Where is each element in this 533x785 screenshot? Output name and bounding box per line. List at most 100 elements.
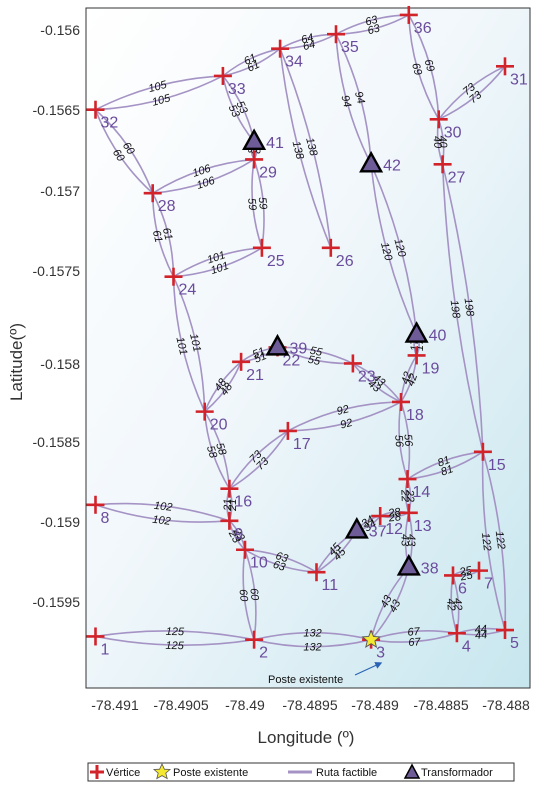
vertex-25: 25 <box>252 238 285 270</box>
vertex-label: 14 <box>413 484 431 501</box>
y-tick-label: -0.1585 <box>33 434 81 450</box>
transformer-38 <box>396 553 421 576</box>
route-edge-21-20 <box>204 361 242 413</box>
vertex-2: 2 <box>245 630 268 662</box>
y-tick-label: -0.158 <box>40 356 80 372</box>
route-edge-36-30 <box>408 14 440 120</box>
route-weight-label: 58 <box>204 444 219 460</box>
route-weight-label: 42 <box>451 598 464 611</box>
route-edge-30-31 <box>438 65 506 120</box>
route-weight-label: 43 <box>399 534 411 547</box>
legend-route-label: Ruta factible <box>316 767 377 779</box>
route-weight-label: 106 <box>191 162 213 179</box>
x-axis: -78.491 -78.4905 -78.49 -78.4895 -78.489… <box>91 697 530 713</box>
route-weight-label: 43 <box>405 534 417 547</box>
vertex-label: 33 <box>228 81 246 98</box>
route-edge-28-29 <box>152 158 255 194</box>
annotation-arrow <box>354 662 383 676</box>
route-weight-label: 102 <box>152 514 172 528</box>
route-edge-32-33 <box>95 75 223 111</box>
route-weight-label: 61 <box>245 59 261 75</box>
x-tick-label: -78.49 <box>225 697 265 713</box>
vertex-label: 30 <box>444 124 462 141</box>
route-weight-label: 105 <box>147 79 169 96</box>
vertex-label: 22 <box>283 352 301 369</box>
vertex-27: 27 <box>433 155 466 186</box>
route-edge-24-25 <box>173 247 263 278</box>
route-weight-label: 92 <box>336 403 351 418</box>
transformers-layer: 37 38 39 40 41 42 <box>242 128 446 577</box>
vertex-24: 24 <box>164 267 196 299</box>
x-tick-label: -78.488 <box>482 697 530 713</box>
transformer-37 <box>344 516 369 539</box>
vertex-4: 4 <box>447 624 471 655</box>
route-weight-label: 56 <box>401 434 414 448</box>
x-tick-label: -78.4905 <box>153 697 208 713</box>
route-edge-20-24 <box>172 276 206 412</box>
transformer-label: 39 <box>290 340 308 357</box>
vertex-label: 28 <box>158 198 176 215</box>
route-weight-label: 61 <box>160 227 175 242</box>
vertex-33: 33 <box>213 66 246 98</box>
route-weight-label: 56 <box>392 434 405 448</box>
vertex-17: 17 <box>278 421 311 453</box>
vertex-5: 5 <box>496 621 519 652</box>
transformer-label: 38 <box>421 560 439 577</box>
route-weight-label: 23 <box>225 528 242 546</box>
x-tick-label: -78.491 <box>91 697 139 713</box>
y-axis: -0.156 -0.1565 -0.157 -0.1575 -0.158 -0.… <box>33 22 81 610</box>
route-weight-label: 40 <box>430 136 443 150</box>
route-weight-label: 42 <box>405 372 420 387</box>
vertex-label: 6 <box>458 580 467 597</box>
vertex-6: 6 <box>444 566 467 597</box>
vertex-label: 35 <box>341 39 359 56</box>
vertex-label: 4 <box>462 638 471 655</box>
route-edge-T42-35 <box>335 34 372 165</box>
vertex-19: 19 <box>407 346 439 377</box>
vertex-label: 27 <box>448 169 466 186</box>
legend-vertex-label: Vértice <box>106 767 140 779</box>
route-edge-T40-T42 <box>370 164 418 335</box>
vertex-15: 15 <box>473 442 506 474</box>
vertex-7: 7 <box>470 561 493 593</box>
vertex-label: 15 <box>488 457 506 474</box>
vertex-label: 10 <box>250 555 268 572</box>
route-weight-label: 42 <box>399 370 414 385</box>
route-edge-T40-T42 <box>370 163 418 335</box>
route-weight-label: 59 <box>245 198 258 211</box>
route-weight-label: 63 <box>274 550 290 565</box>
route-edge-1-2 <box>95 630 255 641</box>
route-weight-label: 34 <box>359 514 376 531</box>
route-weight-label: 59 <box>256 197 269 210</box>
route-weight-label: 44 <box>475 629 488 642</box>
route-edge-5-15 <box>482 451 507 631</box>
route-weight-label: 132 <box>303 642 321 654</box>
route-weight-label: 63 <box>364 14 380 29</box>
route-weight-label: 101 <box>209 260 230 277</box>
route-edge-9-8 <box>95 502 230 522</box>
route-weight-label: 132 <box>303 628 321 640</box>
vertex-label: 36 <box>414 20 432 37</box>
x-axis-title: Longitude (º) <box>258 728 355 747</box>
vertex-30: 30 <box>429 110 462 141</box>
y-tick-label: -0.159 <box>40 514 80 530</box>
route-weight-label: 53 <box>226 103 242 120</box>
route-weight-label: 60 <box>247 588 260 602</box>
vertex-31: 31 <box>496 57 528 88</box>
route-weight-label: 81 <box>439 463 455 478</box>
route-weight-label: 61 <box>150 229 165 244</box>
route-weight-label: 120 <box>391 237 408 259</box>
legend-transformer-label: Transformador <box>421 767 493 779</box>
route-weight-label: 34 <box>362 518 379 535</box>
route-edge-25-29 <box>253 159 265 248</box>
route-edge-24-25 <box>173 247 262 278</box>
route-weight-label: 51 <box>251 345 267 361</box>
transformer-label: 41 <box>266 135 284 152</box>
route-edge-20-24 <box>172 276 206 412</box>
vertex-label: 25 <box>267 253 285 270</box>
route-edge-18-23 <box>352 362 402 403</box>
route-weight-label: 92 <box>339 417 354 432</box>
route-edge-30-31 <box>438 65 506 121</box>
